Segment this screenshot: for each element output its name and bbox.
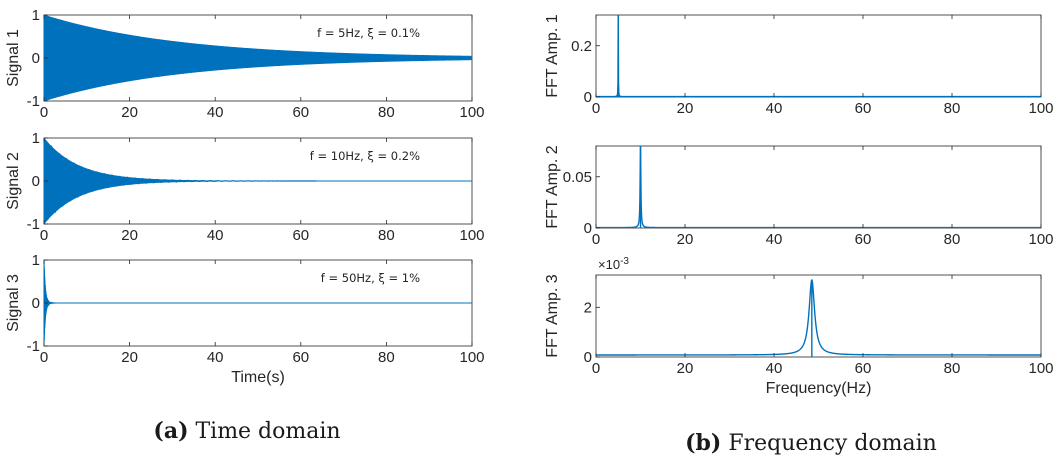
series-group	[596, 279, 1041, 357]
annotation-label: f = 5Hz, ξ = 0.1%	[317, 26, 420, 40]
series-group	[44, 138, 472, 224]
y-axis-label: Signal 3	[5, 274, 22, 332]
x-tick-label: 0	[592, 231, 600, 248]
y-tick-label: 1	[32, 252, 40, 269]
x-tick-label: 20	[677, 231, 694, 248]
y-tick-label: 0	[32, 50, 40, 67]
series-group	[44, 15, 472, 101]
x-tick-label: 80	[944, 231, 961, 248]
caption-b: (b) Frequency domain	[685, 430, 937, 456]
x-tick-label: 100	[1028, 360, 1053, 377]
y-axis-label: FFT Amp. 1	[544, 14, 561, 97]
caption-b-letter: (b)	[685, 430, 721, 456]
x-tick-label: 0	[40, 104, 48, 121]
x-tick-label: 40	[766, 360, 783, 377]
x-tick-label: 20	[121, 349, 138, 366]
y-tick-label: 0	[584, 349, 592, 366]
series-line	[596, 15, 1041, 97]
y-tick-label: -1	[27, 93, 40, 110]
x-tick-label: 80	[378, 227, 395, 244]
y-tick-label: 1	[32, 130, 40, 147]
y-tick-label: 0	[32, 173, 40, 190]
y-tick-label: 0	[584, 89, 592, 106]
series-oscillation	[44, 138, 317, 220]
x-tick-label: 80	[378, 349, 395, 366]
x-tick-label: 40	[766, 100, 783, 117]
annotation-label: f = 50Hz, ξ = 1%	[321, 271, 420, 285]
y-tick-label: 0.2	[571, 38, 592, 55]
series-group	[44, 260, 472, 346]
x-tick-label: 80	[944, 100, 961, 117]
x-tick-label: 40	[766, 231, 783, 248]
x-axis-label: Frequency(Hz)	[766, 380, 872, 397]
x-tick-label: 20	[677, 360, 694, 377]
caption-b-text: Frequency domain	[721, 431, 937, 456]
x-tick-label: 100	[459, 349, 484, 366]
x-tick-label: 100	[1028, 231, 1053, 248]
x-tick-label: 40	[207, 104, 224, 121]
x-tick-label: 80	[378, 104, 395, 121]
x-tick-label: 0	[592, 100, 600, 117]
x-tick-label: 20	[121, 227, 138, 244]
x-tick-label: 60	[292, 349, 309, 366]
x-tick-label: 60	[855, 231, 872, 248]
x-tick-label: 60	[855, 360, 872, 377]
y-axis-label: Signal 1	[5, 29, 22, 87]
x-tick-label: 100	[1028, 100, 1053, 117]
y-axis-label: FFT Amp. 3	[544, 274, 561, 357]
y-exponent-label: ×10-3	[598, 256, 629, 272]
y-exponent-power: -3	[620, 256, 629, 267]
x-tick-label: 20	[677, 100, 694, 117]
caption-a-text: Time domain	[188, 419, 340, 444]
x-tick-label: 0	[40, 349, 48, 366]
x-tick-label: 60	[855, 100, 872, 117]
series-line	[596, 146, 1041, 228]
series-group	[596, 15, 1041, 97]
annotation-label: f = 10Hz, ξ = 0.2%	[310, 149, 420, 163]
x-tick-label: 40	[207, 227, 224, 244]
x-tick-label: 20	[121, 104, 138, 121]
plot-area	[595, 145, 1042, 229]
series-group	[596, 146, 1041, 228]
caption-a: (a) Time domain	[153, 418, 340, 444]
x-tick-label: 60	[292, 227, 309, 244]
series-line	[596, 279, 1041, 356]
x-tick-label: 60	[292, 104, 309, 121]
chart-panel-6: 0 20 40 60 80 100 0 2 FFT Amp. 3 Frequency(Hz) ×10…	[544, 256, 1054, 397]
y-tick-label: 1	[32, 7, 40, 24]
y-tick-label: 0	[32, 295, 40, 312]
x-tick-label: 100	[459, 227, 484, 244]
y-tick-label: 0.05	[563, 169, 592, 186]
y-axis-label: Signal 2	[5, 152, 22, 210]
x-axis-label: Time(s)	[231, 369, 285, 386]
plot-area	[595, 274, 1042, 358]
x-tick-label: 0	[40, 227, 48, 244]
y-axis-label: FFT Amp. 2	[544, 145, 561, 228]
x-tick-label: 40	[207, 349, 224, 366]
y-tick-label: -1	[27, 338, 40, 355]
x-tick-label: 100	[459, 104, 484, 121]
caption-a-letter: (a)	[153, 418, 188, 444]
plot-area	[595, 14, 1042, 98]
series-oscillation	[44, 260, 56, 342]
chart-panel-4: 0 20 40 60 80 100 0 0.2 FFT Amp. 1	[544, 14, 1054, 117]
y-tick-label: -1	[27, 216, 40, 233]
y-tick-label: 0	[584, 220, 592, 237]
y-tick-label: 2	[584, 299, 592, 316]
x-tick-label: 80	[944, 360, 961, 377]
x-tick-label: 0	[592, 360, 600, 377]
